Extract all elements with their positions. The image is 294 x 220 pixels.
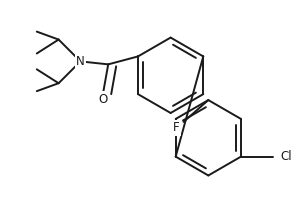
- Text: N: N: [76, 55, 85, 68]
- Text: O: O: [98, 93, 108, 106]
- Text: F: F: [173, 121, 180, 134]
- Text: Cl: Cl: [281, 150, 292, 163]
